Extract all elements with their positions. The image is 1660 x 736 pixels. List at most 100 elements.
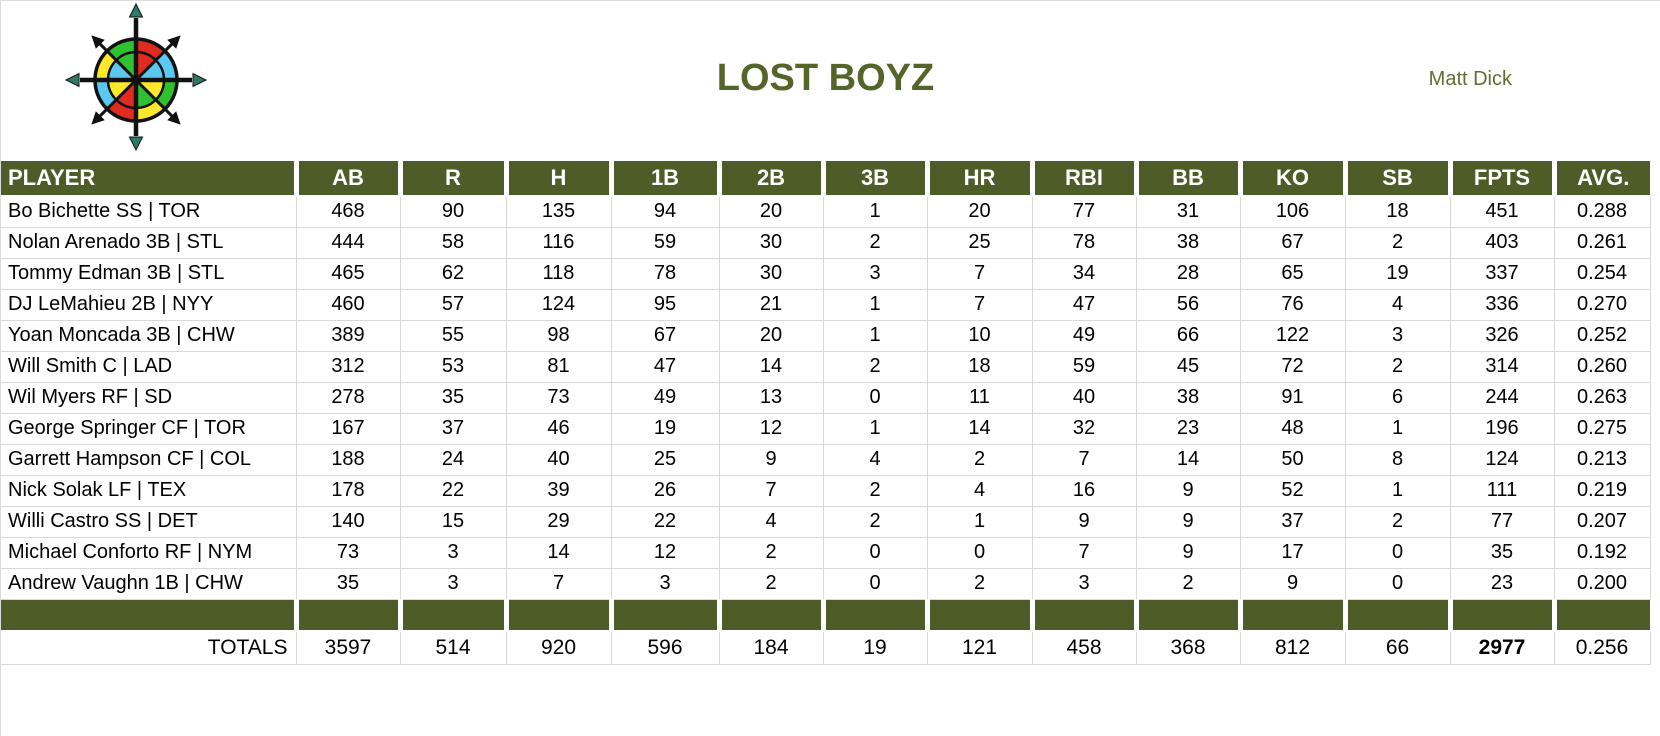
stat-cell-ko: 91 xyxy=(1240,382,1346,414)
stat-cell-hr: 10 xyxy=(927,320,1033,352)
stat-cell-h: 14 xyxy=(506,537,612,569)
stat-cell-ab: 468 xyxy=(296,196,401,228)
stat-cell-avg: 0.252 xyxy=(1554,320,1651,352)
stat-cell-1b: 3 xyxy=(611,568,720,600)
stat-cell-r: 24 xyxy=(400,444,507,476)
stat-cell-bb: 2 xyxy=(1136,568,1241,600)
stat-cell-fpts: 451 xyxy=(1450,196,1555,228)
stat-cell-rbi: 7 xyxy=(1032,444,1137,476)
stat-cell-fpts: 111 xyxy=(1450,475,1555,507)
column-header-bb: BB xyxy=(1136,161,1243,197)
stat-cell-2b: 20 xyxy=(719,196,824,228)
stat-cell-r: 22 xyxy=(400,475,507,507)
totals-stat-cell-bb: 368 xyxy=(1136,631,1241,665)
stat-cell-ab: 389 xyxy=(296,320,401,352)
totals-stat-cell-1b: 596 xyxy=(611,631,720,665)
stat-cell-ab: 73 xyxy=(296,537,401,569)
stat-cell-ab: 460 xyxy=(296,289,401,321)
table-row: Garrett Hampson CF | COL 188 24 40 25 9 4 2 7 14 5… xyxy=(1,444,1651,476)
compass-logo-icon xyxy=(59,2,214,158)
stat-cell-fpts: 244 xyxy=(1450,382,1555,414)
separator-cell xyxy=(1136,598,1243,632)
column-header-player: PLAYER xyxy=(1,161,299,197)
stat-cell-hr: 25 xyxy=(927,227,1033,259)
stat-cell-1b: 12 xyxy=(611,537,720,569)
stat-cell-bb: 9 xyxy=(1136,506,1241,538)
stat-cell-1b: 95 xyxy=(611,289,720,321)
stat-cell-ko: 67 xyxy=(1240,227,1346,259)
totals-stat-cell-hr: 121 xyxy=(927,631,1033,665)
table-row: Bo Bichette SS | TOR 468 90 135 94 20 1 20 77 31 1… xyxy=(1,196,1651,228)
stat-cell-ab: 167 xyxy=(296,413,401,445)
column-header-rbi: RBI xyxy=(1032,161,1139,197)
stat-cell-ab: 35 xyxy=(296,568,401,600)
column-header-hr: HR xyxy=(927,161,1035,197)
stat-cell-r: 58 xyxy=(400,227,507,259)
stat-cell-1b: 67 xyxy=(611,320,720,352)
table-row: Nolan Arenado 3B | STL 444 58 116 59 30 2 25 78 3… xyxy=(1,227,1651,259)
stat-cell-1b: 25 xyxy=(611,444,720,476)
stat-cell-3b: 0 xyxy=(823,537,928,569)
column-header-ko: KO xyxy=(1240,161,1348,197)
column-header-ab: AB xyxy=(296,161,403,197)
totals-stat-cell-ko: 812 xyxy=(1240,631,1346,665)
stat-cell-ab: 178 xyxy=(296,475,401,507)
separator-cell xyxy=(1450,598,1557,632)
stat-cell-rbi: 32 xyxy=(1032,413,1137,445)
stat-cell-ko: 65 xyxy=(1240,258,1346,290)
stat-cell-3b: 1 xyxy=(823,320,928,352)
stat-cell-hr: 2 xyxy=(927,568,1033,600)
stat-cell-3b: 0 xyxy=(823,382,928,414)
stat-cell-rbi: 40 xyxy=(1032,382,1137,414)
stat-cell-bb: 9 xyxy=(1136,475,1241,507)
stat-cell-h: 40 xyxy=(506,444,612,476)
stat-cell-h: 29 xyxy=(506,506,612,538)
player-cell: Yoan Moncada 3B | CHW xyxy=(1,320,297,352)
stat-cell-r: 90 xyxy=(400,196,507,228)
stat-cell-ab: 140 xyxy=(296,506,401,538)
stat-cell-1b: 47 xyxy=(611,351,720,383)
player-cell: Nick Solak LF | TEX xyxy=(1,475,297,507)
separator-cell xyxy=(927,598,1035,632)
stat-cell-2b: 2 xyxy=(719,568,824,600)
stat-cell-h: 73 xyxy=(506,382,612,414)
stat-cell-h: 98 xyxy=(506,320,612,352)
player-cell: Garrett Hampson CF | COL xyxy=(1,444,297,476)
stat-cell-hr: 11 xyxy=(927,382,1033,414)
stat-cell-3b: 1 xyxy=(823,196,928,228)
stat-cell-2b: 13 xyxy=(719,382,824,414)
stat-cell-rbi: 49 xyxy=(1032,320,1137,352)
stat-cell-ko: 122 xyxy=(1240,320,1346,352)
player-cell: Bo Bichette SS | TOR xyxy=(1,196,297,228)
separator-cell xyxy=(719,598,826,632)
stat-cell-bb: 31 xyxy=(1136,196,1241,228)
stat-cell-sb: 2 xyxy=(1345,227,1451,259)
stat-cell-r: 53 xyxy=(400,351,507,383)
stat-cell-avg: 0.254 xyxy=(1554,258,1651,290)
stat-cell-3b: 2 xyxy=(823,506,928,538)
player-cell: Andrew Vaughn 1B | CHW xyxy=(1,568,297,600)
stat-cell-sb: 0 xyxy=(1345,568,1451,600)
separator-cell xyxy=(611,598,722,632)
totals-stat-cell-3b: 19 xyxy=(823,631,928,665)
stat-cell-2b: 12 xyxy=(719,413,824,445)
stat-cell-h: 46 xyxy=(506,413,612,445)
table-row: DJ LeMahieu 2B | NYY 460 57 124 95 21 1 7 47 56 76… xyxy=(1,289,1651,321)
column-header-h: H xyxy=(506,161,614,197)
stat-cell-avg: 0.192 xyxy=(1554,537,1651,569)
stat-cell-fpts: 196 xyxy=(1450,413,1555,445)
stat-cell-hr: 18 xyxy=(927,351,1033,383)
table-row: Willi Castro SS | DET 140 15 29 22 4 2 1 9 9 37 2 77… xyxy=(1,506,1651,538)
stat-cell-3b: 1 xyxy=(823,289,928,321)
stat-cell-sb: 3 xyxy=(1345,320,1451,352)
stat-cell-3b: 0 xyxy=(823,568,928,600)
stat-cell-bb: 38 xyxy=(1136,227,1241,259)
column-header-2b: 2B xyxy=(719,161,826,197)
stat-cell-ko: 9 xyxy=(1240,568,1346,600)
stat-cell-ko: 17 xyxy=(1240,537,1346,569)
stat-cell-r: 15 xyxy=(400,506,507,538)
stat-cell-fpts: 23 xyxy=(1450,568,1555,600)
player-cell: Michael Conforto RF | NYM xyxy=(1,537,297,569)
stat-cell-2b: 4 xyxy=(719,506,824,538)
